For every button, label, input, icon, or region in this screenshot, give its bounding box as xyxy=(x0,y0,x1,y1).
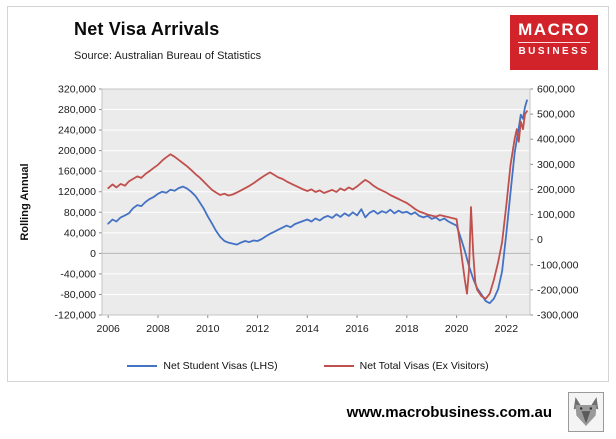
chart-figure: Net Visa Arrivals Source: Australian Bur… xyxy=(7,6,609,382)
svg-text:40,000: 40,000 xyxy=(64,227,96,239)
title-block: Net Visa Arrivals Source: Australian Bur… xyxy=(74,15,261,62)
svg-text:100,000: 100,000 xyxy=(537,209,575,221)
svg-text:120,000: 120,000 xyxy=(58,186,96,198)
svg-text:160,000: 160,000 xyxy=(58,166,96,178)
svg-text:320,000: 320,000 xyxy=(58,84,96,96)
macrobusiness-logo: MACRO BUSINESS xyxy=(510,15,598,70)
svg-text:-200,000: -200,000 xyxy=(537,284,579,296)
svg-text:500,000: 500,000 xyxy=(537,109,575,121)
svg-text:2018: 2018 xyxy=(395,323,419,335)
svg-text:2016: 2016 xyxy=(345,323,369,335)
chart-title: Net Visa Arrivals xyxy=(74,19,220,39)
svg-text:2006: 2006 xyxy=(97,323,121,335)
footer: www.macrobusiness.com.au xyxy=(0,382,616,432)
wolf-logo-icon xyxy=(568,392,604,432)
svg-text:0: 0 xyxy=(537,234,543,246)
total-visas-line-sample-icon xyxy=(323,365,354,367)
svg-text:2014: 2014 xyxy=(296,323,320,335)
svg-text:200,000: 200,000 xyxy=(537,184,575,196)
svg-text:400,000: 400,000 xyxy=(537,134,575,146)
svg-text:2010: 2010 xyxy=(196,323,220,335)
svg-text:-300,000: -300,000 xyxy=(537,310,579,322)
website-url: www.macrobusiness.com.au xyxy=(346,403,552,421)
svg-text:600,000: 600,000 xyxy=(537,84,575,96)
svg-text:2008: 2008 xyxy=(146,323,170,335)
svg-text:240,000: 240,000 xyxy=(58,125,96,137)
logo-text-business: BUSINESS xyxy=(518,42,590,58)
svg-text:2022: 2022 xyxy=(495,323,519,335)
chart-legend: Net Student Visas (LHS) Net Total Visas … xyxy=(14,360,602,372)
svg-text:0: 0 xyxy=(90,248,96,260)
svg-text:-40,000: -40,000 xyxy=(60,268,96,280)
chart-source: Source: Australian Bureau of Statistics xyxy=(74,50,262,62)
legend-label-total-visas: Net Total Visas (Ex Visitors) xyxy=(359,360,489,372)
svg-text:2020: 2020 xyxy=(445,323,469,335)
chart-header: Net Visa Arrivals Source: Australian Bur… xyxy=(14,15,602,81)
student-visas-line-sample-icon xyxy=(127,365,158,367)
svg-text:2012: 2012 xyxy=(246,323,270,335)
svg-text:200,000: 200,000 xyxy=(58,145,96,157)
logo-text-macro: MACRO xyxy=(518,20,590,39)
legend-label-student-visas: Net Student Visas (LHS) xyxy=(163,360,278,372)
svg-text:280,000: 280,000 xyxy=(58,104,96,116)
line-chart: -120,000 -80,000 -40,000 0 40,000 80,000 120,0… xyxy=(19,84,579,336)
svg-text:Rolling Annual: Rolling Annual xyxy=(19,163,31,240)
svg-text:-120,000: -120,000 xyxy=(55,310,97,322)
svg-text:300,000: 300,000 xyxy=(537,159,575,171)
svg-text:-80,000: -80,000 xyxy=(60,289,96,301)
legend-item-student-visas: Net Student Visas (LHS) xyxy=(127,360,278,372)
svg-text:80,000: 80,000 xyxy=(64,207,96,219)
svg-text:-100,000: -100,000 xyxy=(537,259,579,271)
legend-item-total-visas: Net Total Visas (Ex Visitors) xyxy=(323,360,489,372)
